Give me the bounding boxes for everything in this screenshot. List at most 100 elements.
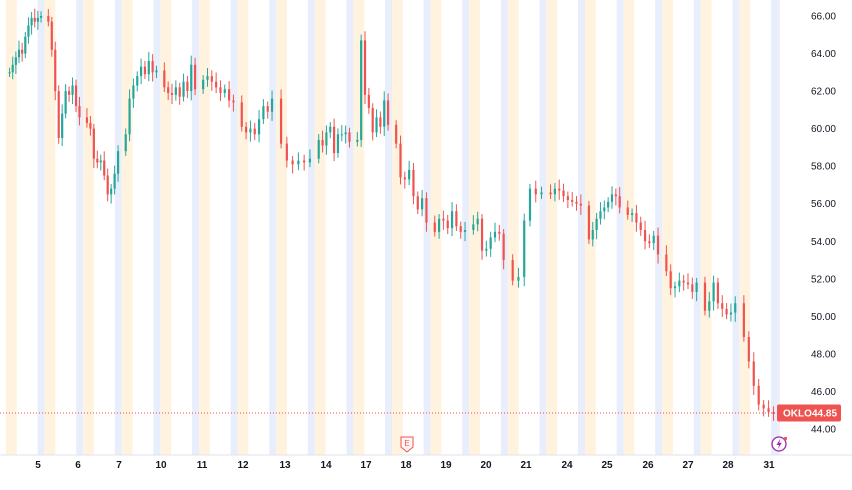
candle-body xyxy=(656,235,660,255)
candle-body xyxy=(92,128,95,159)
symbol-label: OKLO xyxy=(783,409,812,420)
candle-body xyxy=(11,64,14,73)
x-tick-label: 20 xyxy=(480,460,492,471)
candle-body xyxy=(96,158,99,163)
candle-body xyxy=(182,81,185,97)
x-tick-label: 31 xyxy=(763,460,775,471)
candle-body xyxy=(333,126,336,154)
candle-body xyxy=(253,128,256,135)
afterhours-band xyxy=(385,0,392,455)
candle-body xyxy=(575,201,578,204)
candle-body xyxy=(648,241,651,244)
x-tick-label: 7 xyxy=(116,460,122,471)
session-bands xyxy=(6,0,778,455)
y-tick-label: 66.00 xyxy=(811,12,836,23)
earnings-icon[interactable]: E xyxy=(400,436,414,453)
candle-body xyxy=(244,126,248,133)
candle-body xyxy=(379,117,382,127)
candle-body xyxy=(682,280,685,283)
candle-body xyxy=(257,119,261,135)
x-tick-label: 13 xyxy=(279,460,291,471)
candle-body xyxy=(356,139,359,142)
premarket-band xyxy=(739,0,751,455)
y-tick-label: 56.00 xyxy=(811,199,836,210)
candle-body xyxy=(587,205,591,240)
x-tick-label: 14 xyxy=(320,460,332,471)
candle-body xyxy=(558,188,561,191)
candle-body xyxy=(360,40,363,140)
candle-body xyxy=(30,17,33,26)
x-tick-label: 19 xyxy=(440,460,452,471)
candle-body xyxy=(329,126,332,133)
candle-body xyxy=(8,72,11,74)
candle-body xyxy=(202,79,205,90)
price-axis[interactable]: 66.00 64.00 62.00 60.00 58.00 56.00 54.00 52.00… xyxy=(778,0,836,455)
premarket-band xyxy=(314,0,326,455)
candle-body xyxy=(712,282,715,302)
candle-body xyxy=(39,16,43,18)
candle-body xyxy=(103,160,106,176)
premarket-band xyxy=(546,0,558,455)
candle-body xyxy=(502,233,505,261)
x-tick-label: 6 xyxy=(75,460,81,471)
candle-body xyxy=(626,207,629,215)
candle-body xyxy=(17,49,21,58)
candle-body xyxy=(106,175,109,195)
earnings-marker-label: E xyxy=(404,439,409,448)
candle-body xyxy=(591,230,594,240)
last-price-label: 44.85 xyxy=(812,409,837,420)
premarket-band xyxy=(507,0,519,455)
y-tick-label: 54.00 xyxy=(811,237,836,248)
afterhours-band xyxy=(423,0,431,455)
candle-body xyxy=(614,194,617,197)
time-axis[interactable]: 5 6 7 10 11 12 13 14 17 18 19 20 21 24 25 26 27 28 31 xyxy=(0,454,852,471)
afterhours-band xyxy=(693,0,701,455)
x-tick-label: 5 xyxy=(35,460,41,471)
candle-body xyxy=(678,280,681,287)
candle-body xyxy=(747,337,750,362)
candle-body xyxy=(249,128,252,133)
candle-body xyxy=(395,124,398,144)
y-tick-label: 64.00 xyxy=(811,49,836,60)
candle-body xyxy=(303,160,306,163)
candle-body xyxy=(321,139,324,146)
candle-body xyxy=(33,17,36,22)
premarket-band xyxy=(585,0,596,455)
x-tick-label: 11 xyxy=(197,460,208,471)
x-tick-label: 18 xyxy=(400,460,412,471)
candle-body xyxy=(336,134,340,154)
candle-body xyxy=(442,218,445,221)
candle-body xyxy=(297,160,300,165)
candle-body xyxy=(240,102,243,127)
afterhours-band xyxy=(307,0,315,455)
candle-body xyxy=(232,100,235,103)
candle-body xyxy=(752,361,755,386)
candle-body xyxy=(517,276,520,281)
candle-body xyxy=(643,230,647,242)
candle-body xyxy=(437,218,441,232)
candle-body xyxy=(695,282,698,292)
afterhours-band xyxy=(269,0,277,455)
candle-body xyxy=(729,312,733,315)
afterhours-band xyxy=(76,0,84,455)
candle-body xyxy=(167,87,170,93)
candle-body xyxy=(266,106,269,112)
candle-body xyxy=(215,81,218,88)
candle-body xyxy=(618,196,621,208)
afterhours-band xyxy=(346,0,354,455)
lightning-icon[interactable] xyxy=(771,436,788,452)
candle-body xyxy=(71,85,74,95)
candle-body xyxy=(219,87,222,93)
candle-body xyxy=(140,66,143,77)
candle-body xyxy=(665,254,668,272)
candle-body xyxy=(210,76,213,82)
candle-body xyxy=(498,231,501,234)
candle-body xyxy=(767,408,770,413)
afterhours-band xyxy=(578,0,585,455)
premarket-band xyxy=(623,0,635,455)
x-tick-label: 26 xyxy=(642,460,654,471)
afterhours-band xyxy=(462,0,470,455)
premarket-band xyxy=(237,0,249,455)
